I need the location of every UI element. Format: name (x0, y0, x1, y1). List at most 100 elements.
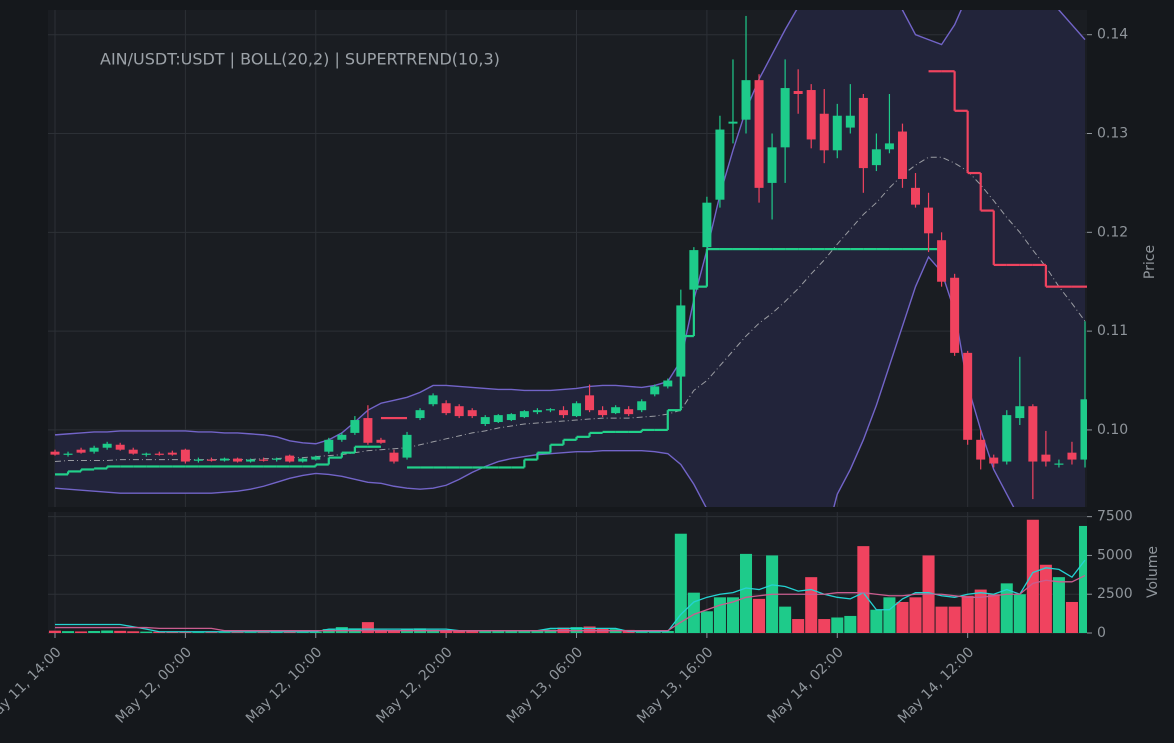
candle-body (246, 459, 256, 462)
y-tick-label: 5000 (1097, 547, 1133, 563)
volume-bar (505, 630, 518, 633)
candle-body (311, 456, 321, 460)
volume-bar (166, 631, 179, 633)
volume-bar (492, 630, 505, 633)
volume-bar (531, 630, 544, 633)
volume-bar (805, 577, 818, 633)
candle-body (363, 418, 373, 443)
volume-bar (518, 630, 531, 633)
candle-body (480, 417, 490, 425)
volume-bar (205, 632, 218, 633)
x-tick-label: May 14, 12:00 (895, 644, 977, 726)
volume-bar (818, 619, 831, 633)
candle-body (167, 452, 177, 455)
candle-body (298, 458, 308, 462)
volume-bar (583, 626, 596, 633)
candle-body (402, 434, 412, 458)
candle-body (50, 451, 60, 455)
x-tick-label: May 13, 16:00 (634, 644, 716, 726)
volume-bar (127, 631, 140, 633)
volume-bar (870, 609, 883, 633)
x-tick-label: May 11, 14:00 (0, 644, 65, 726)
volume-bar (192, 632, 205, 633)
volume-bar (713, 597, 726, 633)
candle-body (206, 459, 216, 461)
candle-body (1054, 463, 1064, 465)
candle-body (376, 439, 386, 443)
volume-bar (909, 597, 922, 633)
volume-bar (466, 630, 479, 633)
volume-bar (935, 606, 948, 633)
candle-body (858, 97, 868, 169)
volume-panel (48, 519, 1087, 633)
candle-body (702, 202, 712, 248)
volume-bar (427, 629, 440, 633)
candle-body (1041, 454, 1051, 462)
volume-bar (179, 632, 192, 633)
volume-bar (948, 606, 961, 633)
candle-body (415, 410, 425, 419)
candle-body (76, 449, 86, 453)
candle-body (572, 403, 582, 417)
candle-body (963, 352, 973, 440)
candle-body (454, 406, 464, 417)
volume-bar (844, 615, 857, 633)
volume-bar (62, 631, 75, 633)
volume-bar (896, 601, 909, 633)
candle-body (1015, 406, 1025, 419)
candle-body (715, 129, 725, 200)
candle-body (741, 80, 751, 120)
volume-bar (1026, 519, 1039, 633)
candle-body (519, 411, 529, 418)
volume-bar (75, 631, 88, 633)
candle-body (598, 410, 608, 416)
volume-bar (114, 630, 127, 633)
candle-body (637, 401, 647, 411)
candle-body (89, 447, 99, 452)
volume-bar (974, 589, 987, 633)
volume-bar (140, 631, 153, 633)
volume-bar (361, 622, 374, 633)
candle-body (102, 443, 112, 448)
band-line (54, 255, 1015, 507)
candle-body (806, 90, 816, 140)
candle-body (650, 386, 660, 395)
candle-body (324, 439, 334, 452)
candle-body (219, 458, 229, 461)
y-axis-label: Volume (1145, 546, 1161, 598)
volume-bar (283, 631, 296, 633)
volume-bar (387, 630, 401, 633)
candle-body (233, 458, 243, 462)
volume-bar (1000, 583, 1013, 633)
y-tick-label: 0.14 (1097, 27, 1128, 43)
volume-bar (779, 606, 792, 633)
y-tick-label: 0.11 (1097, 323, 1128, 339)
x-tick-label: May 13, 06:00 (504, 644, 586, 726)
candle-body (259, 459, 269, 461)
volume-bar (244, 632, 257, 633)
volume-bar (48, 630, 62, 633)
volume-bar (218, 632, 231, 633)
candle-body (924, 207, 934, 234)
candle-body (911, 187, 921, 205)
volume-bar (1078, 525, 1087, 633)
volume-bar (296, 632, 309, 633)
volume-bar (453, 630, 466, 633)
candle-body (141, 453, 151, 455)
candle-body (989, 457, 999, 464)
candle-body (976, 439, 986, 460)
candle-body (389, 452, 399, 462)
x-tick-label: May 14, 02:00 (765, 644, 847, 726)
volume-bar (700, 611, 713, 633)
volume-bar (831, 617, 844, 633)
candle-body (532, 410, 542, 413)
x-tick-label: May 12, 00:00 (113, 644, 195, 726)
candle-body (467, 410, 477, 417)
y-tick-label: 0.13 (1097, 126, 1128, 142)
y-tick-label: 0.10 (1097, 422, 1128, 438)
volume-bar (231, 632, 244, 633)
candle-body (950, 277, 960, 353)
y-axis-label: Price (1142, 245, 1158, 279)
candle-body (585, 395, 595, 411)
